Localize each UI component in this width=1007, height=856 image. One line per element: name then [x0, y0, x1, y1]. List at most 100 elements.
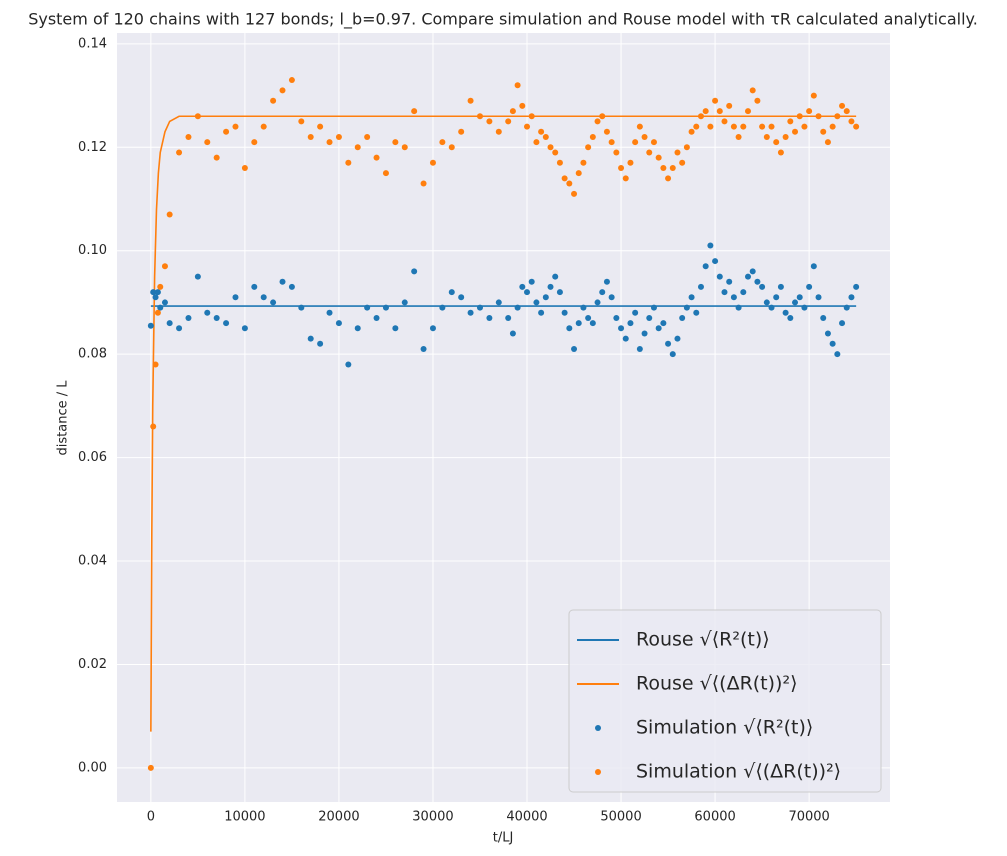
point [566, 180, 573, 187]
point [213, 314, 220, 321]
point [665, 175, 672, 182]
point [815, 113, 822, 120]
point [660, 320, 667, 327]
point [382, 170, 389, 177]
point [157, 304, 164, 311]
point [735, 133, 742, 140]
point [401, 144, 408, 151]
point [650, 304, 657, 311]
point [646, 149, 653, 156]
point [679, 159, 686, 166]
legend-label: Simulation √⟨(ΔR(t))²⟩ [636, 761, 841, 783]
point [603, 128, 610, 135]
point [514, 304, 521, 311]
point [594, 118, 601, 125]
point [519, 283, 526, 290]
point [693, 309, 700, 316]
point [712, 258, 719, 265]
point [693, 123, 700, 130]
point [547, 283, 554, 290]
point [317, 340, 324, 347]
point [152, 361, 159, 368]
point [232, 294, 239, 301]
point [476, 304, 483, 311]
point [796, 294, 803, 301]
point [730, 123, 737, 130]
point [824, 330, 831, 337]
point [547, 144, 554, 151]
point [585, 144, 592, 151]
line [150, 115, 857, 732]
point [279, 278, 286, 285]
point [806, 108, 813, 115]
point [712, 97, 719, 104]
point [373, 314, 380, 321]
point [476, 113, 483, 120]
point [552, 149, 559, 156]
point [632, 139, 639, 146]
point [213, 154, 220, 161]
point [618, 164, 625, 171]
point [166, 211, 173, 218]
y-tick-label: 0.08 [78, 347, 107, 362]
point [448, 144, 455, 151]
point [669, 164, 676, 171]
point [154, 309, 161, 316]
point [467, 97, 474, 104]
point [702, 263, 709, 270]
point [759, 283, 766, 290]
point [176, 149, 183, 156]
point [204, 139, 211, 146]
point [382, 304, 389, 311]
point [307, 335, 314, 342]
point [632, 309, 639, 316]
point [467, 309, 474, 316]
point [161, 263, 168, 270]
point [594, 299, 601, 306]
point [834, 351, 841, 358]
point [815, 294, 822, 301]
point [556, 289, 563, 296]
x-tick-label: 10000 [224, 810, 265, 825]
point [429, 325, 436, 332]
x-tick-label: 70000 [788, 810, 829, 825]
point [810, 263, 817, 270]
point [401, 299, 408, 306]
point [745, 273, 752, 280]
y-axis-label: distance / L [56, 380, 71, 456]
point [683, 304, 690, 311]
x-tick-label: 50000 [600, 810, 641, 825]
point [373, 154, 380, 161]
point [345, 361, 352, 368]
point [853, 123, 860, 130]
point [326, 139, 333, 146]
point [288, 283, 295, 290]
point [735, 304, 742, 311]
point [618, 325, 625, 332]
point [392, 325, 399, 332]
point [307, 133, 314, 140]
point [589, 133, 596, 140]
y-tick-label: 0.00 [78, 760, 107, 775]
point [354, 144, 361, 151]
point [260, 294, 267, 301]
point [223, 320, 230, 327]
point [730, 294, 737, 301]
point [622, 175, 629, 182]
point [782, 309, 789, 316]
point [763, 133, 770, 140]
point [538, 128, 545, 135]
point [627, 159, 634, 166]
point [542, 294, 549, 301]
y-tick-label: 0.02 [78, 657, 107, 672]
point [721, 289, 728, 296]
point [782, 133, 789, 140]
y-tick-label: 0.06 [78, 450, 107, 465]
point [270, 97, 277, 104]
point [641, 330, 648, 337]
point [740, 289, 747, 296]
point [848, 294, 855, 301]
point [335, 133, 342, 140]
point [495, 128, 502, 135]
